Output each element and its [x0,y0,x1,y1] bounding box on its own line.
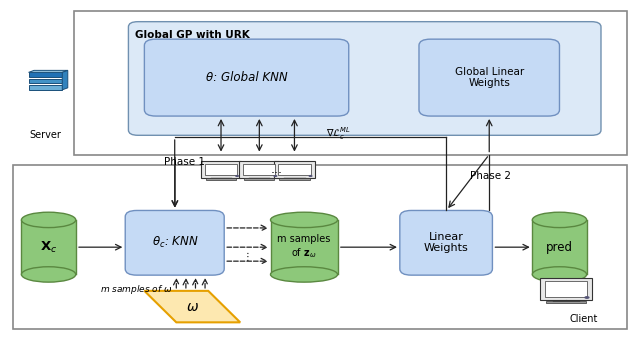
Bar [278,164,310,176]
Bar [206,178,236,180]
Bar [243,164,275,176]
Bar [205,164,237,176]
Polygon shape [62,70,68,90]
Bar [29,79,62,84]
Text: Global Linear
Weights: Global Linear Weights [454,67,524,88]
Bar [545,282,587,297]
Polygon shape [145,291,240,322]
Text: Phase 2: Phase 2 [470,171,511,180]
Circle shape [235,175,239,177]
Ellipse shape [22,267,76,282]
Bar [244,178,275,180]
Bar [239,161,280,178]
Bar [74,11,627,154]
Bar [22,220,76,274]
Circle shape [584,296,589,299]
Text: m samples of $\omega$: m samples of $\omega$ [100,283,172,296]
FancyBboxPatch shape [125,211,224,275]
FancyBboxPatch shape [145,39,349,116]
Bar [540,278,592,300]
Text: $\nabla\mathcal{L}_c^{ML}$: $\nabla\mathcal{L}_c^{ML}$ [326,126,351,142]
Bar [546,301,586,303]
Text: Global GP with URK: Global GP with URK [135,31,250,40]
Ellipse shape [532,212,587,227]
Bar [29,72,62,77]
Circle shape [308,175,312,177]
Bar [275,161,315,178]
Text: $\theta_c$: KNN: $\theta_c$: KNN [152,235,198,250]
Text: Server: Server [29,130,61,140]
Bar [280,178,310,180]
Text: ⋮: ⋮ [243,252,253,261]
Text: Client: Client [570,314,598,324]
Ellipse shape [532,267,587,282]
Text: m samples
of $\mathbf{z}_{\omega}$: m samples of $\mathbf{z}_{\omega}$ [277,234,331,260]
Polygon shape [29,70,68,72]
Ellipse shape [271,212,337,227]
Bar [532,220,587,274]
Circle shape [273,175,277,177]
FancyBboxPatch shape [129,22,601,135]
Ellipse shape [271,267,337,282]
Bar [201,161,241,178]
Bar [13,165,627,329]
Text: Phase 1: Phase 1 [164,157,205,166]
Text: Linear
Weights: Linear Weights [424,232,469,253]
Ellipse shape [22,212,76,227]
Text: $\mathbf{X}_c$: $\mathbf{X}_c$ [40,240,57,255]
Bar [271,220,337,274]
Text: ...: ... [271,163,283,176]
FancyBboxPatch shape [419,39,559,116]
Bar [29,85,62,90]
FancyBboxPatch shape [400,211,492,275]
Text: θ: Global KNN: θ: Global KNN [205,71,287,84]
Text: pred: pred [546,241,573,254]
Text: $\omega$: $\omega$ [186,300,199,313]
